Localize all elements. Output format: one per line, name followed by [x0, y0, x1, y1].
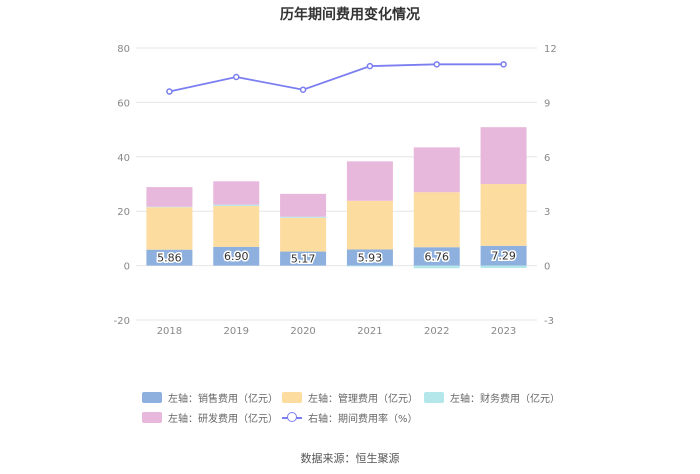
bar-segment	[413, 265, 460, 269]
bar-segment	[146, 187, 193, 207]
legend-swatch-finance	[424, 392, 444, 403]
legend-label-finance: 左轴：财务费用（亿元）	[450, 394, 560, 405]
legend-item-admin[interactable]: 左轴：管理费用（亿元）	[282, 390, 418, 405]
bar-segment	[146, 207, 193, 250]
left-axis-tick-label: 40	[117, 153, 130, 164]
right-axis-tick-label: -3	[544, 316, 554, 327]
right-axis-tick-label: 12	[544, 44, 557, 55]
x-axis-tick-label: 2020	[290, 326, 315, 337]
legend-item-finance[interactable]: 左轴：财务费用（亿元）	[424, 390, 560, 405]
rate-point	[366, 62, 374, 70]
legend-swatch-rate	[282, 412, 302, 423]
bar-segment	[480, 245, 527, 266]
bar-value-label: 6.90	[224, 250, 249, 263]
bar-value-label: 5.17	[291, 253, 316, 266]
bar-segment	[413, 247, 460, 266]
right-axis-tick-label: 6	[544, 153, 550, 164]
chart-title: 历年期间费用变化情况	[280, 7, 420, 23]
bar-segment	[280, 193, 327, 217]
bar-segment	[146, 206, 193, 208]
legend-label-rnd: 左轴：研发费用（亿元）	[168, 414, 278, 425]
right-axis-tick-label: 0	[544, 262, 550, 273]
bar-segment	[213, 204, 260, 207]
rate-point	[233, 73, 240, 81]
x-axis-tick-label: 2023	[491, 326, 516, 337]
left-axis-tick-label: 0	[124, 262, 130, 273]
bar-segment	[480, 184, 527, 246]
rate-point	[299, 86, 307, 93]
right-axis-tick-label: 9	[544, 98, 550, 109]
bar-value-label: 5.86	[157, 252, 182, 265]
legend-label-sales: 左轴：销售费用（亿元）	[168, 394, 278, 405]
bar-value-label: 6.76	[425, 250, 450, 263]
legend-swatch-sales	[142, 392, 162, 403]
bar-segment	[346, 161, 393, 201]
data-source: 数据来源：恒生聚源	[300, 452, 400, 465]
rate-point	[500, 61, 507, 68]
legend-item-sales[interactable]: 左轴：销售费用（亿元）	[142, 390, 278, 405]
bar-value-label: 5.93	[358, 252, 383, 265]
bar-segment	[280, 216, 327, 218]
legend-item-rnd[interactable]: 左轴：研发费用（亿元）	[142, 410, 278, 425]
bar-segment	[280, 217, 327, 252]
left-axis-tick-label: -20	[114, 316, 130, 327]
legend-swatch-rnd	[142, 412, 162, 423]
legend-swatch-admin	[282, 392, 302, 403]
bar-segment	[413, 192, 460, 248]
right-axis-tick-label: 3	[544, 207, 550, 218]
x-axis-tick-label: 2022	[424, 326, 449, 337]
left-axis-tick-label: 20	[117, 207, 130, 218]
x-axis-tick-label: 2021	[357, 326, 382, 337]
bar-segment	[480, 265, 527, 269]
bar-segment	[346, 265, 393, 267]
legend-label-rate: 右轴：期间费用率（%）	[308, 414, 418, 425]
x-axis-tick-label: 2019	[224, 326, 249, 337]
legend-item-rate[interactable]: 右轴：期间费用率（%）	[282, 410, 418, 425]
bar-segment	[413, 147, 460, 193]
rate-point	[433, 61, 440, 68]
bar-segment	[213, 246, 260, 266]
bar-segment	[146, 249, 193, 266]
bar-segment	[280, 251, 327, 266]
bar-segment	[346, 249, 393, 266]
bar-segment	[480, 127, 527, 185]
bar-segment	[346, 200, 393, 250]
left-axis-tick-label: 60	[117, 98, 130, 109]
rate-point	[166, 88, 173, 95]
legend-label-admin: 左轴：管理费用（亿元）	[308, 394, 418, 405]
bar-value-label: 7.29	[491, 250, 516, 263]
bar-segment	[213, 206, 260, 247]
bar-segment	[213, 181, 260, 205]
x-axis-tick-label: 2018	[157, 326, 182, 337]
rate-line	[169, 63, 504, 93]
left-axis-tick-label: 80	[117, 44, 130, 55]
